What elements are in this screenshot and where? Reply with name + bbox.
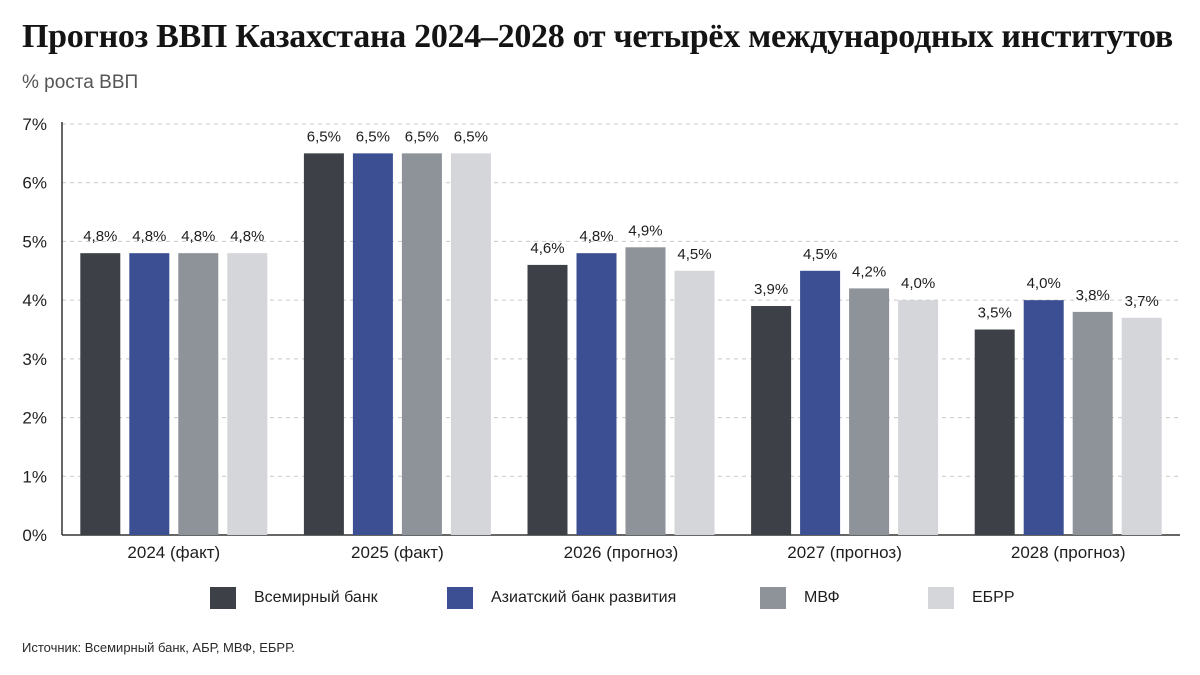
legend-item-world-bank: Всемирный банк [210,587,378,609]
data-label: 6,5% [405,128,439,145]
legend-swatch-ebrd [928,587,954,609]
legend-item-imf: МВФ [760,587,840,609]
bar [1121,317,1162,535]
bar [401,153,442,535]
y-tick-label: 1% [22,467,47,486]
bar [178,253,219,535]
x-category-label: 2024 (факт) [127,543,220,562]
y-tick-label: 7% [22,115,47,134]
legend-swatch-world-bank [210,587,236,609]
data-label: 4,8% [132,228,166,245]
bar [1023,300,1064,535]
data-label: 4,0% [1027,275,1061,292]
chart-subtitle: % роста ВВП [22,72,139,93]
bar [674,270,715,535]
data-label: 3,9% [754,281,788,298]
bar [751,306,792,535]
bar [527,264,568,535]
x-category-label: 2027 (прогноз) [787,543,902,562]
legend-label-ebrd: ЕБРР [972,589,1015,606]
legend-swatch-imf [760,587,786,609]
legend-label-imf: МВФ [804,589,840,606]
data-label: 4,2% [852,263,886,280]
bar [800,270,841,535]
x-category-label: 2025 (факт) [351,543,444,562]
y-tick-label: 3% [22,350,47,369]
legend-label-adb: Азиатский банк развития [491,589,677,606]
bar [227,253,268,535]
x-category-label: 2026 (прогноз) [564,543,679,562]
data-label: 3,7% [1125,293,1159,310]
bar [129,253,170,535]
bar [898,300,939,535]
bar [80,253,121,535]
data-label: 4,8% [579,228,613,245]
data-label: 6,5% [307,128,341,145]
bar [303,153,344,535]
chart-legend: Всемирный банк Азиатский банк развития М… [0,587,1200,611]
data-label: 4,0% [901,275,935,292]
y-tick-label: 0% [22,526,47,545]
legend-item-ebrd: ЕБРР [928,587,1015,609]
y-tick-label: 5% [22,232,47,251]
chart-title: Прогноз ВВП Казахстана 2024–2028 от четы… [22,18,1173,55]
legend-label-world-bank: Всемирный банк [254,589,378,606]
legend-swatch-adb [447,587,473,609]
bar [974,329,1015,535]
bar [450,153,491,535]
bar [625,247,666,536]
bar [352,153,393,535]
source-note: Источник: Всемирный банк, АБР, МВФ, ЕБРР… [22,640,295,655]
bar [576,253,617,535]
data-label: 3,8% [1076,287,1110,304]
y-tick-label: 6% [22,174,47,193]
data-label: 4,5% [677,246,711,263]
y-tick-label: 4% [22,291,47,310]
bar [849,288,890,535]
bar [1072,311,1113,535]
data-label: 4,8% [230,228,264,245]
data-label: 6,5% [454,128,488,145]
data-label: 4,8% [83,228,117,245]
data-label: 4,8% [181,228,215,245]
data-label: 4,5% [803,246,837,263]
data-label: 4,6% [530,240,564,257]
legend-item-adb: Азиатский банк развития [447,587,676,609]
data-label: 6,5% [356,128,390,145]
y-tick-label: 2% [22,409,47,428]
x-category-label: 2028 (прогноз) [1011,543,1126,562]
data-label: 3,5% [978,305,1012,322]
data-label: 4,9% [628,222,662,239]
